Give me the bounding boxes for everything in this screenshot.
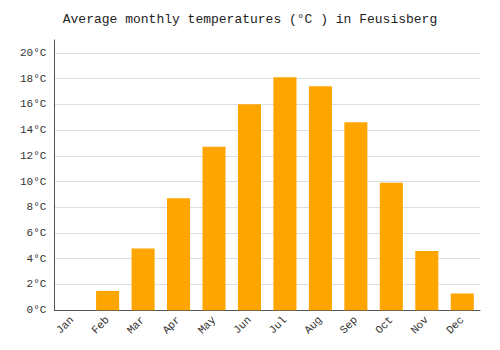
svg-text:Mar: Mar [125, 314, 147, 336]
svg-text:Jan: Jan [54, 314, 76, 336]
svg-text:14°C: 14°C [20, 124, 47, 136]
svg-text:10°C: 10°C [20, 176, 47, 188]
svg-text:Dec: Dec [444, 314, 466, 336]
svg-text:Jul: Jul [267, 314, 289, 336]
svg-text:4°C: 4°C [27, 253, 47, 265]
svg-text:2°C: 2°C [27, 278, 47, 290]
svg-text:Oct: Oct [373, 314, 395, 336]
svg-text:Jun: Jun [231, 314, 253, 336]
svg-text:Average monthly temperatures (: Average monthly temperatures (°C ) in Fe… [63, 12, 437, 27]
svg-text:Apr: Apr [160, 314, 182, 336]
svg-text:May: May [196, 314, 219, 337]
svg-text:Feb: Feb [89, 314, 111, 336]
svg-text:0°C: 0°C [27, 304, 47, 316]
svg-text:6°C: 6°C [27, 227, 47, 239]
svg-text:16°C: 16°C [20, 98, 47, 110]
svg-text:20°C: 20°C [20, 47, 47, 59]
svg-text:Sep: Sep [338, 314, 360, 336]
svg-text:18°C: 18°C [20, 73, 47, 85]
svg-text:12°C: 12°C [20, 150, 47, 162]
svg-text:Aug: Aug [302, 314, 324, 336]
svg-text:Nov: Nov [409, 314, 432, 337]
svg-text:8°C: 8°C [27, 201, 47, 213]
